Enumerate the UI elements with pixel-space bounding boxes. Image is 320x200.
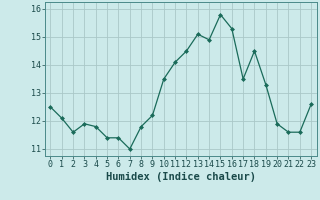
X-axis label: Humidex (Indice chaleur): Humidex (Indice chaleur)	[106, 172, 256, 182]
